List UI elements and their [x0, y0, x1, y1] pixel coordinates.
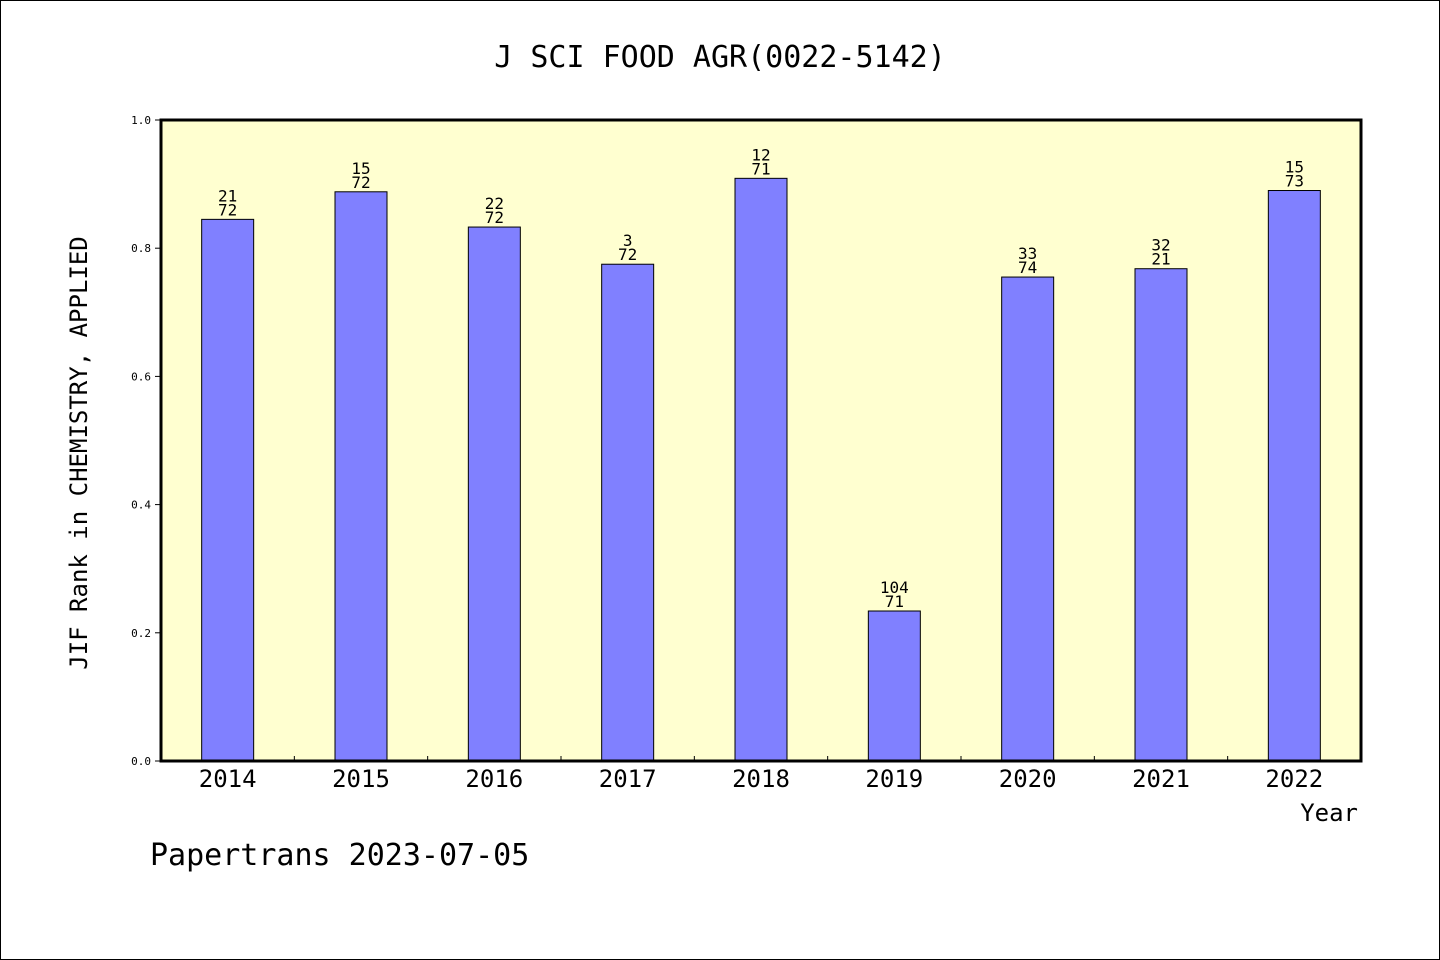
bar-label-top-2015: 15	[351, 159, 370, 178]
footer-credit: Papertrans 2023-07-05	[150, 838, 529, 873]
bar-label-top-2020: 33	[1018, 244, 1037, 263]
x-tick-label-2021: 2021	[1132, 765, 1190, 793]
y-tick-label: 0.2	[131, 627, 151, 640]
y-axis-label: JIF Rank in CHEMISTRY, APPLIED	[65, 236, 93, 669]
y-tick-label: 0.4	[131, 499, 151, 512]
y-tick-label: 0.8	[131, 242, 151, 255]
plot-border	[159, 118, 1363, 763]
x-tick-label-2020: 2020	[999, 765, 1057, 793]
bar-label-top-2014: 21	[218, 186, 237, 205]
bar-2016	[467, 226, 521, 762]
x-axis-label: Year	[1300, 799, 1358, 827]
y-tick-label: 0.6	[131, 370, 151, 383]
x-tick-label-2016: 2016	[465, 765, 523, 793]
x-tick-label-2014: 2014	[199, 765, 257, 793]
bar-label-top-2018: 12	[751, 145, 770, 164]
bar-2019	[867, 610, 921, 762]
bar-label-top-2021: 32	[1151, 236, 1170, 255]
bar-label-top-2022: 15	[1285, 158, 1304, 177]
bar-label-bottom-2016: 72	[485, 208, 504, 227]
x-tick-label-2018: 2018	[732, 765, 790, 793]
bar-2022	[1267, 190, 1321, 762]
x-tick-label-2017: 2017	[599, 765, 657, 793]
axes: 2014 2015 2016 2017 2018 2019 2020 2021 2022 0.0 0…	[131, 114, 1323, 793]
bar-2017	[601, 263, 655, 762]
bar-label-top-2019: 104	[880, 578, 909, 597]
bar-label-bottom-2021: 21	[1151, 250, 1170, 269]
bar-label-bottom-2015: 72	[351, 173, 370, 192]
bar-2014	[201, 218, 255, 762]
bar-label-bottom-2022: 73	[1285, 172, 1304, 191]
bar-series	[201, 177, 1321, 762]
bar-2018	[734, 177, 788, 762]
x-tick-label-2019: 2019	[865, 765, 923, 793]
y-tick-label: 1.0	[131, 114, 151, 127]
chart-title: J SCI FOOD AGR(0022-5142)	[494, 40, 946, 75]
bar-2021	[1134, 268, 1188, 762]
x-tick-label-2015: 2015	[332, 765, 390, 793]
bar-label-bottom-2020: 74	[1018, 258, 1037, 277]
bar-label-bottom-2019: 71	[885, 592, 904, 611]
bar-label-bottom-2017: 72	[618, 245, 637, 264]
bar-label-bottom-2014: 72	[218, 200, 237, 219]
x-tick-label-2022: 2022	[1265, 765, 1323, 793]
bar-2015	[334, 191, 388, 762]
bar-label-top-2017: 3	[623, 231, 633, 250]
bar-label-top-2016: 22	[485, 194, 504, 213]
bar-2020	[1001, 276, 1055, 762]
bar-label-bottom-2018: 71	[751, 159, 770, 178]
y-tick-label: 0.0	[131, 755, 151, 768]
